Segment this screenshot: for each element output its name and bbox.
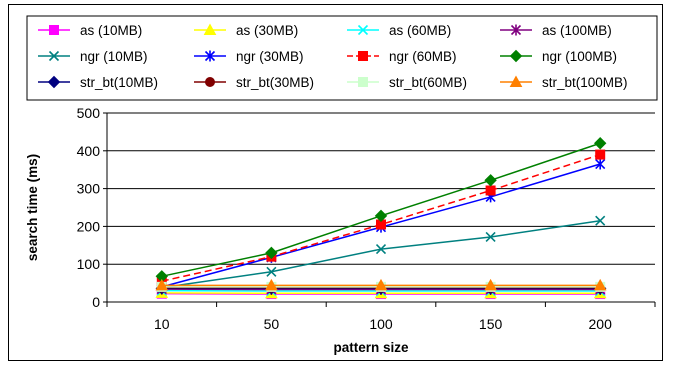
legend-label: ngr (100MB) xyxy=(542,49,617,64)
legend-marker xyxy=(205,77,215,87)
legend-item: as (60MB) xyxy=(347,23,451,38)
plot-area: 0 100 200 300 400 500 10 50 100 150 200 xyxy=(77,105,656,332)
data-point xyxy=(484,174,497,187)
legend-label: str_bt(30MB) xyxy=(236,75,314,90)
legend-label: as (10MB) xyxy=(80,23,142,38)
legend-marker xyxy=(509,75,523,87)
legend-marker xyxy=(358,51,368,61)
legend-item: str_bt(100MB) xyxy=(500,75,628,90)
y-axis-title: search time (ms) xyxy=(25,154,40,261)
data-point xyxy=(266,266,277,277)
legend-item: str_bt(30MB) xyxy=(194,75,314,90)
legend-item: ngr (30MB) xyxy=(194,49,304,64)
series xyxy=(155,137,607,283)
y-tick-label: 500 xyxy=(77,105,101,121)
data-point xyxy=(485,185,496,196)
legend-item: as (10MB) xyxy=(38,23,142,38)
legend-label: as (30MB) xyxy=(236,23,298,38)
x-tick-label: 50 xyxy=(264,316,280,332)
data-point xyxy=(595,215,606,226)
legend-item: str_bt(60MB) xyxy=(347,75,467,90)
y-tick-label: 200 xyxy=(77,218,101,234)
data-point xyxy=(155,278,169,291)
x-tick-label: 200 xyxy=(589,316,613,332)
data-point xyxy=(595,149,606,160)
legend-label: as (60MB) xyxy=(389,23,451,38)
legend-marker xyxy=(48,50,60,62)
legend-item: ngr (100MB) xyxy=(500,49,617,64)
legend-label: str_bt(60MB) xyxy=(389,75,467,90)
data-point xyxy=(593,137,607,150)
legend-marker xyxy=(47,75,61,89)
data-point xyxy=(265,246,278,260)
legend-item: ngr (60MB) xyxy=(347,49,457,64)
legend-item: as (100MB) xyxy=(500,23,612,38)
data-point xyxy=(485,231,496,243)
legend-item: str_bt(10MB) xyxy=(38,75,158,90)
data-point xyxy=(374,209,388,223)
legend-marker xyxy=(204,50,216,62)
x-tick-label: 100 xyxy=(369,316,393,332)
series xyxy=(155,278,607,291)
y-tick-label: 0 xyxy=(92,294,100,310)
x-tick-label: 10 xyxy=(154,316,170,332)
legend-label: str_bt(100MB) xyxy=(542,75,628,90)
legend-item: as (30MB) xyxy=(194,23,298,38)
y-tick-label: 100 xyxy=(77,256,101,272)
legend-box xyxy=(26,15,658,101)
x-tick-label: 150 xyxy=(479,316,503,332)
legend-marker xyxy=(510,24,522,36)
legend-marker xyxy=(203,23,217,35)
legend: as (10MB) as (30MB) as (60MB) as (100MB) ngr… xyxy=(26,15,658,101)
legend-marker xyxy=(357,24,369,36)
legend-label: ngr (30MB) xyxy=(236,49,304,64)
legend-marker xyxy=(358,77,368,87)
data-point xyxy=(595,158,606,170)
legend-marker xyxy=(49,25,59,35)
legend-label: ngr (60MB) xyxy=(389,49,457,64)
data-point xyxy=(484,278,497,291)
data-point xyxy=(375,244,387,255)
y-tick-label: 300 xyxy=(77,181,101,197)
chart-frame xyxy=(8,4,663,361)
data-point xyxy=(265,278,278,291)
legend-marker xyxy=(509,49,523,63)
legend-label: ngr (10MB) xyxy=(80,49,148,64)
legend-label: as (100MB) xyxy=(542,23,612,38)
legend-label: str_bt(10MB) xyxy=(80,75,158,90)
data-point xyxy=(374,278,388,291)
x-axis-title: pattern size xyxy=(333,340,409,355)
legend-item: ngr (10MB) xyxy=(38,49,148,64)
data-point xyxy=(593,278,607,291)
y-tick-label: 400 xyxy=(77,143,101,159)
